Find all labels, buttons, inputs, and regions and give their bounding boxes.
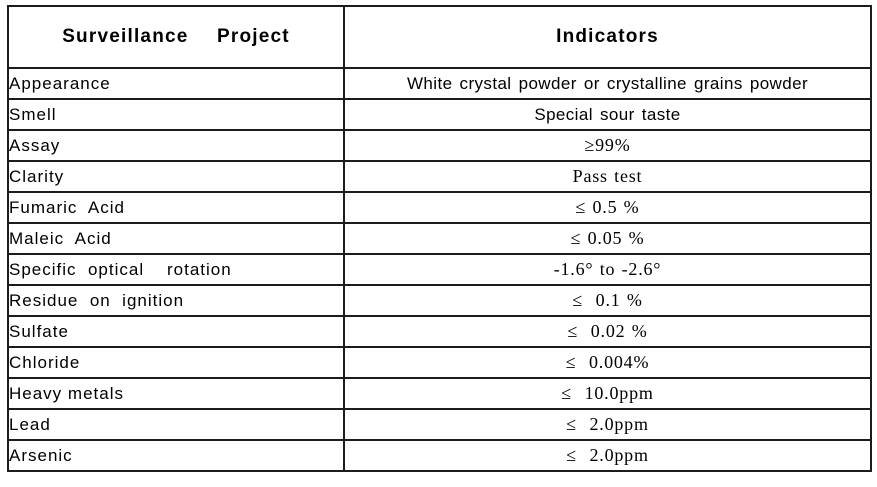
row-label-chloride: Chloride — [7, 346, 345, 379]
row-label-fumaric-acid: Fumaric Acid — [7, 191, 345, 224]
row-value-residue-on-ignition: ≤ 0.1 % — [343, 284, 872, 317]
row-label-arsenic: Arsenic — [7, 439, 345, 472]
row-value-assay: ≥99% — [343, 129, 872, 162]
row-value-appearance: White crystal powder or crystalline grai… — [343, 67, 872, 100]
column-header-surveillance-project: Surveillance Project — [7, 5, 345, 69]
row-label-appearance: Appearance — [7, 67, 345, 100]
row-value-lead: ≤ 2.0ppm — [343, 408, 872, 441]
table-row: Appearance White crystal powder or cryst… — [7, 67, 872, 100]
row-label-heavy-metals: Heavy metals — [7, 377, 345, 410]
row-value-specific-optical-rotation: -1.6° to -2.6° — [343, 253, 872, 286]
row-value-sulfate: ≤ 0.02 % — [343, 315, 872, 348]
table-row: Clarity Pass test — [7, 160, 872, 193]
row-value-heavy-metals: ≤ 10.0ppm — [343, 377, 872, 410]
row-label-residue-on-ignition: Residue on ignition — [7, 284, 345, 317]
row-label-clarity: Clarity — [7, 160, 345, 193]
table-row: Sulfate ≤ 0.02 % — [7, 315, 872, 348]
row-label-sulfate: Sulfate — [7, 315, 345, 348]
row-value-chloride: ≤ 0.004% — [343, 346, 872, 379]
table-row: Specific optical rotation -1.6° to -2.6° — [7, 253, 872, 286]
row-value-smell: Special sour taste — [343, 98, 872, 131]
table-row: Lead ≤ 2.0ppm — [7, 408, 872, 441]
row-label-specific-optical-rotation: Specific optical rotation — [7, 253, 345, 286]
row-label-assay: Assay — [7, 129, 345, 162]
header-row: Surveillance Project Indicators — [7, 5, 872, 69]
table-row: Fumaric Acid ≤ 0.5 % — [7, 191, 872, 224]
specification-table: Surveillance Project Indicators Appearan… — [7, 5, 872, 472]
row-label-maleic-acid: Maleic Acid — [7, 222, 345, 255]
table-row: Arsenic ≤ 2.0ppm — [7, 439, 872, 472]
row-value-clarity: Pass test — [343, 160, 872, 193]
row-value-arsenic: ≤ 2.0ppm — [343, 439, 872, 472]
row-label-lead: Lead — [7, 408, 345, 441]
table-row: Maleic Acid ≤ 0.05 % — [7, 222, 872, 255]
table-row: Heavy metals ≤ 10.0ppm — [7, 377, 872, 410]
row-value-maleic-acid: ≤ 0.05 % — [343, 222, 872, 255]
row-value-fumaric-acid: ≤ 0.5 % — [343, 191, 872, 224]
table-row: Smell Special sour taste — [7, 98, 872, 131]
table-row: Assay ≥99% — [7, 129, 872, 162]
column-header-indicators: Indicators — [343, 5, 872, 69]
table-row: Chloride ≤ 0.004% — [7, 346, 872, 379]
table-row: Residue on ignition ≤ 0.1 % — [7, 284, 872, 317]
row-label-smell: Smell — [7, 98, 345, 131]
